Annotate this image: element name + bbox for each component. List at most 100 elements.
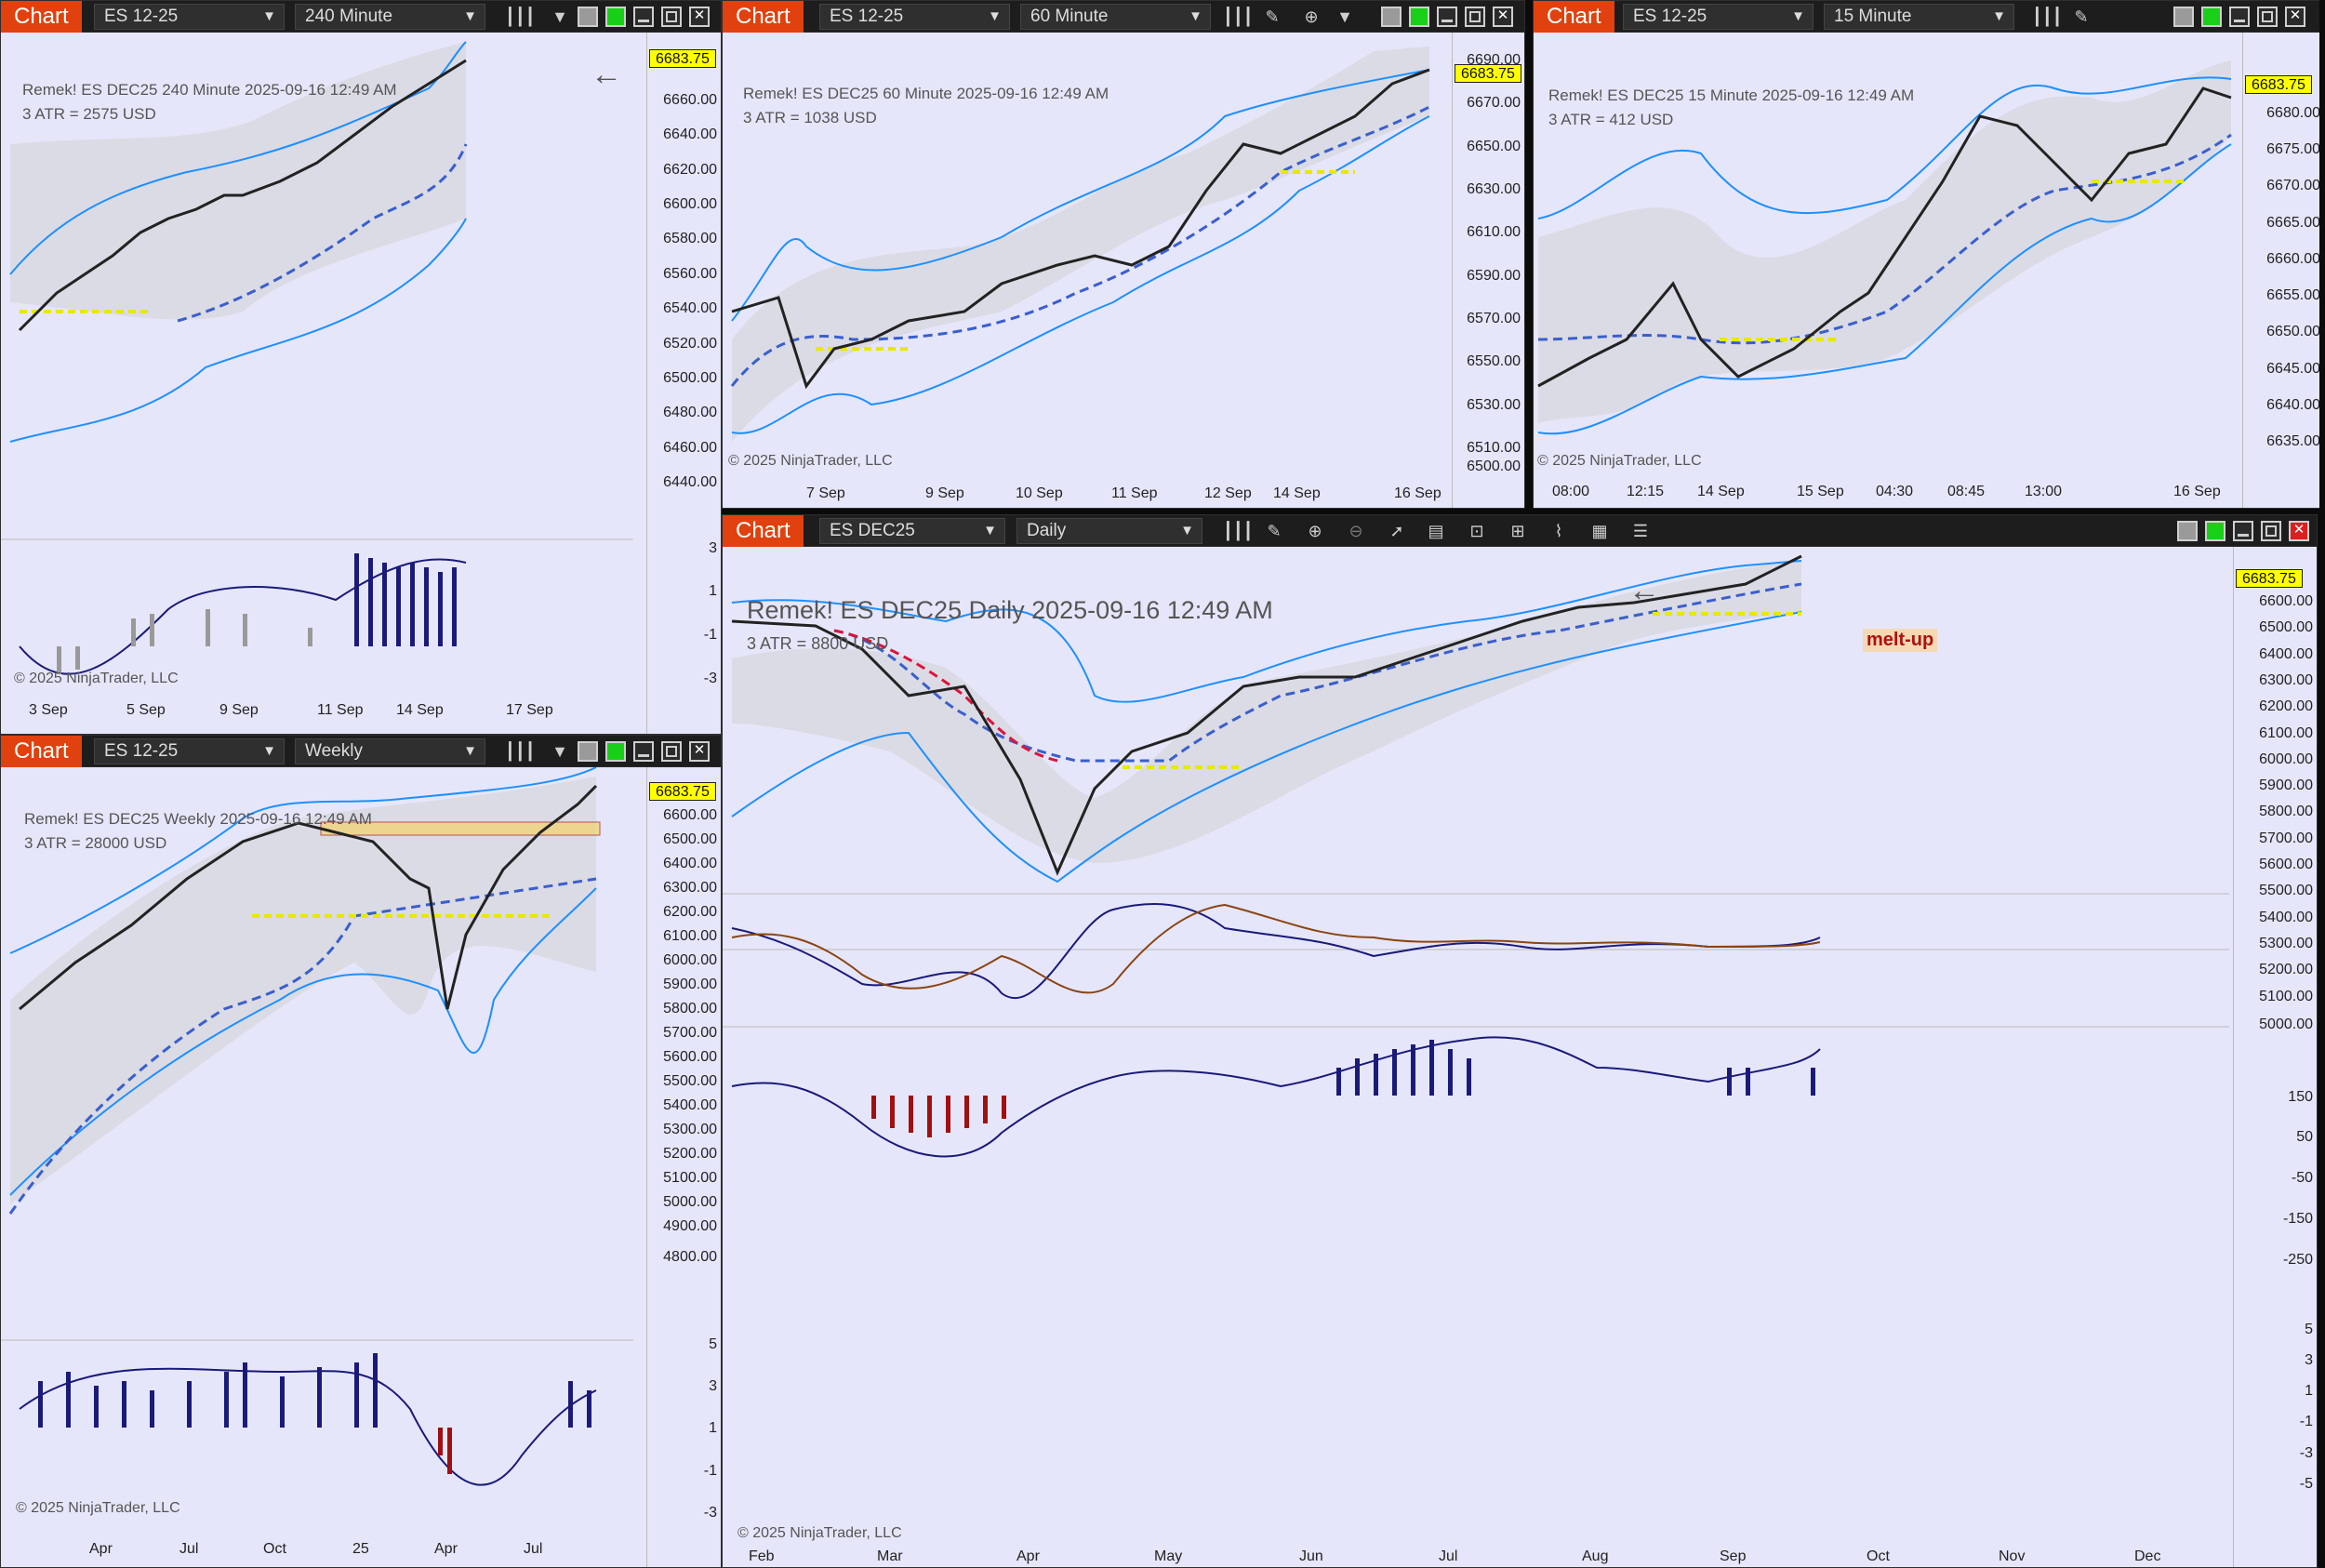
interval-value: 15 Minute [1834, 7, 1912, 26]
back-arrow-icon[interactable]: ← [591, 57, 622, 92]
strategies-icon[interactable]: ⊞ [1510, 522, 1525, 540]
chart-panel[interactable]: Remek! ES DEC25 240 Minute 2025-09-16 12… [1, 33, 721, 734]
chart-menu-button[interactable]: Chart [1534, 1, 1614, 33]
close-button[interactable] [689, 7, 710, 27]
price-axis[interactable]: 6683.75 6680.00 6675.00 6670.00 6665.00 … [2242, 33, 2324, 508]
bars-icon[interactable]: ┃┃┃ [1223, 522, 1254, 540]
y-tick: 6100.00 [2259, 725, 2313, 741]
interval-selector[interactable]: Weekly ▼ [295, 738, 485, 764]
x-tick: 9 Sep [925, 485, 964, 501]
instrument-selector[interactable]: ES 12-25 ▼ [94, 4, 285, 30]
x-tick: Nov [1999, 1548, 2026, 1564]
instrument-selector[interactable]: ES 12-25 ▼ [1623, 4, 1814, 30]
maximize-button[interactable] [661, 741, 682, 762]
dropdown-chevron-icon[interactable]: ▼ [551, 7, 568, 26]
chart-panel[interactable]: Remek! ES DEC25 Daily 2025-09-16 12:49 A… [723, 547, 2317, 1567]
link-green-button[interactable] [605, 741, 626, 762]
x-tick: 16 Sep [1394, 485, 1442, 501]
price-axis[interactable]: 6683.75 6600.00 6500.00 6400.00 6300.00 … [2233, 547, 2317, 1567]
bars-icon[interactable]: ┃┃┃ [505, 742, 536, 761]
link-green-button[interactable] [2201, 7, 2222, 27]
instrument-selector[interactable]: ES 12-25 ▼ [94, 738, 285, 764]
chart-panel[interactable]: Remek! ES DEC25 Weekly 2025-09-16 12:49 … [1, 767, 721, 1567]
price-axis[interactable]: 6683.75 6660.00 6640.00 6620.00 6600.00 … [646, 33, 721, 734]
y-tick: 6650.00 [2266, 324, 2320, 339]
draw-icon[interactable]: ✎ [1267, 522, 1282, 540]
y-tick: 5400.00 [663, 1097, 717, 1113]
chart-menu-button[interactable]: Chart [723, 1, 804, 33]
zoom-out-icon[interactable]: ⊖ [1348, 522, 1363, 540]
chart-menu-button[interactable]: Chart [1, 1, 82, 33]
minimize-button[interactable] [1437, 7, 1457, 27]
chart-menu-button[interactable]: Chart [723, 515, 804, 547]
minimize-button[interactable] [633, 7, 654, 27]
melt-up-annotation[interactable]: melt-up [1863, 629, 1938, 652]
data-box-icon[interactable]: ▤ [1428, 522, 1444, 540]
link-green-button[interactable] [1409, 7, 1429, 27]
chart-panel[interactable]: Remek! ES DEC25 15 Minute 2025-09-16 12:… [1534, 33, 2324, 508]
link-green-button[interactable] [605, 7, 626, 27]
interval-selector[interactable]: 15 Minute ▼ [1824, 4, 2014, 30]
x-tick: 17 Sep [506, 702, 553, 718]
maximize-button[interactable] [2257, 7, 2278, 27]
bars-icon[interactable]: ┃┃┃ [505, 7, 536, 26]
interval-selector[interactable]: 240 Minute ▼ [295, 4, 485, 30]
indicators-icon[interactable]: ⌇ [1554, 522, 1563, 540]
pointer-icon[interactable]: ➚ [1389, 522, 1404, 540]
atr-label: 3 ATR = 2575 USD [22, 105, 156, 123]
chart-window-daily: Chart ES DEC25 ▼ Daily ▼ ┃┃┃ ✎ ⊕ ⊖ ➚ ▤ ⊡ ⊞… [722, 514, 2318, 1568]
link-green-button[interactable] [2205, 521, 2225, 541]
instrument-selector[interactable]: ES DEC25 ▼ [819, 518, 1005, 544]
maximize-button[interactable] [1465, 7, 1485, 27]
interval-selector[interactable]: Daily ▼ [1016, 518, 1202, 544]
dropdown-chevron-icon[interactable]: ▼ [551, 742, 568, 761]
x-tick: 13:00 [2025, 484, 2063, 499]
list-icon[interactable]: ☰ [1632, 522, 1649, 540]
draw-icon[interactable]: ✎ [1265, 7, 1280, 26]
y-tick: 6665.00 [2266, 215, 2320, 231]
chevron-down-icon: ▼ [983, 523, 997, 538]
bars-icon[interactable]: ┃┃┃ [2032, 7, 2063, 26]
y-tick: 6400.00 [663, 856, 717, 871]
y-tick: 6635.00 [2266, 433, 2320, 449]
y-tick: 6630.00 [1467, 181, 1521, 197]
minimize-button[interactable] [2233, 521, 2253, 541]
draw-icon[interactable]: ✎ [2074, 7, 2089, 26]
maximize-button[interactable] [661, 7, 682, 27]
x-tick: Aug [1582, 1548, 1609, 1564]
minimize-button[interactable] [2229, 7, 2250, 27]
back-arrow-icon[interactable]: ← [1628, 573, 1660, 608]
maximize-button[interactable] [2261, 521, 2281, 541]
x-tick: 11 Sep [317, 702, 364, 718]
close-button[interactable] [2289, 521, 2309, 541]
close-button[interactable] [689, 741, 710, 762]
last-price-marker: 6683.75 [2236, 569, 2303, 588]
link-gray-button[interactable] [578, 741, 598, 762]
zoom-in-icon[interactable]: ⊕ [1308, 522, 1322, 540]
instrument-selector[interactable]: ES 12-25 ▼ [819, 4, 1010, 30]
chart-toolbar: Chart ES 12-25 ▼ Weekly ▼ ┃┃┃ ▼ [1, 736, 721, 767]
zoom-in-icon[interactable]: ⊕ [1304, 7, 1319, 26]
price-plot [1, 767, 633, 1486]
close-button[interactable] [2285, 7, 2305, 27]
price-axis[interactable]: 6683.75 6690.00 6670.00 6650.00 6630.00 … [1452, 33, 1524, 508]
chart-menu-button[interactable]: Chart [1, 736, 82, 767]
properties-icon[interactable]: ⊡ [1469, 522, 1484, 540]
dropdown-chevron-icon[interactable]: ▼ [1336, 7, 1353, 26]
price-axis[interactable]: 6683.75 6600.00 6500.00 6400.00 6300.00 … [646, 767, 721, 1567]
x-tick: Jun [1299, 1548, 1323, 1564]
bars-icon[interactable]: ┃┃┃ [1223, 7, 1254, 26]
calculator-icon[interactable]: ▦ [1591, 522, 1608, 540]
link-gray-button[interactable] [1381, 7, 1402, 27]
close-button[interactable] [1493, 7, 1513, 27]
link-gray-button[interactable] [2177, 521, 2198, 541]
chart-panel[interactable]: Remek! ES DEC25 60 Minute 2025-09-16 12:… [723, 33, 1524, 508]
interval-selector[interactable]: 60 Minute ▼ [1020, 4, 1211, 30]
chart-toolbar: Chart ES 12-25 ▼ 60 Minute ▼ ┃┃┃ ✎ ⊕ ▼ [723, 1, 1524, 33]
osc-tick: -3 [703, 671, 717, 686]
y-tick: 5700.00 [2259, 831, 2313, 846]
link-gray-button[interactable] [2173, 7, 2194, 27]
minimize-button[interactable] [633, 741, 654, 762]
osc-tick: -1 [2299, 1414, 2313, 1429]
link-gray-button[interactable] [578, 7, 598, 27]
